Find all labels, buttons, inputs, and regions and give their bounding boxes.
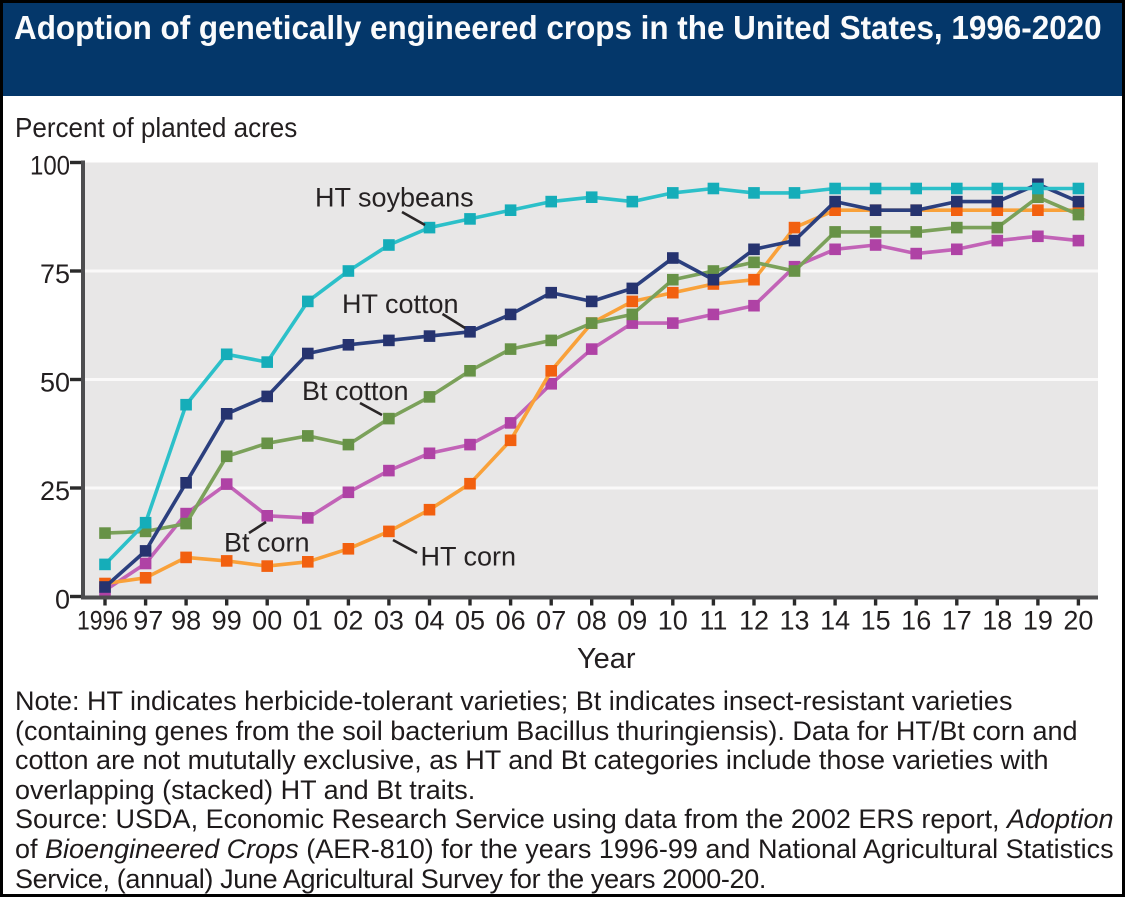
svg-text:16: 16 [901,606,931,636]
svg-text:Year: Year [577,643,636,675]
svg-text:04: 04 [414,606,444,636]
svg-text:01: 01 [293,606,323,636]
svg-text:00: 00 [252,606,282,636]
svg-text:99: 99 [212,606,242,636]
svg-text:03: 03 [374,606,404,636]
svg-text:08: 08 [577,606,607,636]
svg-text:HT corn: HT corn [421,542,517,572]
svg-text:Bt cotton: Bt cotton [302,376,409,406]
svg-text:18: 18 [982,606,1012,636]
svg-text:1996: 1996 [77,606,128,636]
svg-text:25: 25 [40,476,70,506]
svg-text:13: 13 [779,606,809,636]
svg-text:50: 50 [40,368,70,398]
svg-text:09: 09 [617,606,647,636]
svg-text:97: 97 [133,606,163,636]
svg-text:15: 15 [861,606,891,636]
svg-text:17: 17 [942,606,972,636]
svg-text:02: 02 [333,606,363,636]
svg-text:0: 0 [55,585,70,615]
svg-text:HT soybeans: HT soybeans [315,183,474,213]
svg-text:12: 12 [739,606,769,636]
svg-text:Bt corn: Bt corn [224,528,310,558]
svg-text:75: 75 [40,259,70,289]
svg-text:100: 100 [30,151,70,181]
svg-text:10: 10 [658,606,688,636]
svg-text:11: 11 [699,606,727,636]
svg-text:07: 07 [536,606,566,636]
svg-text:HT cotton: HT cotton [342,289,459,319]
svg-text:98: 98 [171,606,201,636]
svg-text:14: 14 [820,606,850,636]
svg-text:05: 05 [455,606,485,636]
svg-text:06: 06 [496,606,526,636]
svg-text:19: 19 [1023,606,1053,636]
svg-text:20: 20 [1063,606,1093,636]
